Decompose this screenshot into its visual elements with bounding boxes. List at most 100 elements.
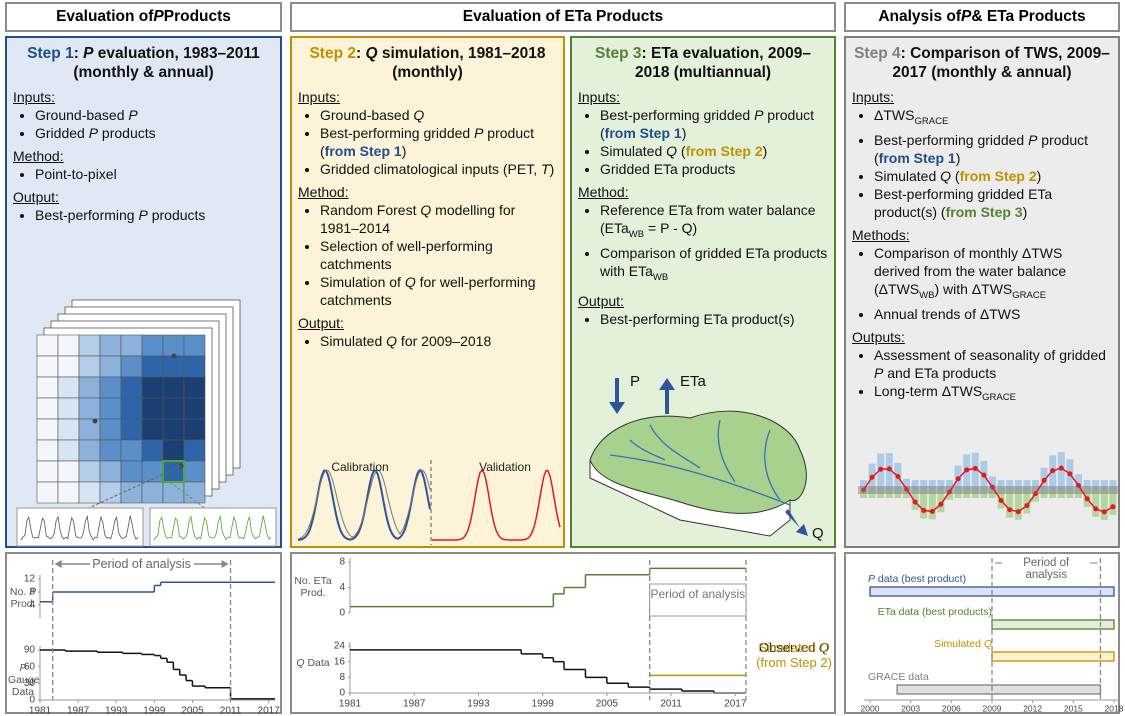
text-run: Q bbox=[819, 640, 830, 655]
chart-panel bbox=[290, 552, 836, 714]
tws-bar bbox=[989, 476, 996, 490]
text-run: Analysis of bbox=[878, 8, 962, 25]
text-run: Long-term ΔTWS bbox=[874, 382, 983, 399]
x-tick-label: 2011 bbox=[220, 706, 242, 716]
grid-cell bbox=[162, 376, 185, 399]
bullet-item: Simulated Q (from Step 2) bbox=[600, 142, 828, 160]
text-run: product ( bbox=[600, 107, 815, 141]
text-run: (from Step 2) bbox=[756, 655, 832, 670]
tws-bar bbox=[937, 490, 945, 513]
text-run: Step 4 bbox=[854, 45, 901, 62]
period-label: Period of analysis bbox=[89, 557, 194, 571]
grid-cell bbox=[141, 397, 164, 420]
step-text: Step 4: Comparison of TWS, 2009–2017 (mo… bbox=[852, 44, 1112, 406]
text-run: and ETa products bbox=[883, 364, 997, 381]
grid-cell bbox=[57, 397, 80, 420]
tws-bar bbox=[920, 490, 928, 519]
text-run: modelling for 1981–2014 bbox=[320, 202, 516, 236]
text-run: Random Forest bbox=[320, 202, 421, 218]
text-run: Q bbox=[413, 107, 425, 123]
arrow-eta bbox=[659, 378, 675, 414]
grid-cell bbox=[36, 460, 59, 483]
grid-cell bbox=[162, 481, 185, 504]
tws-bar bbox=[997, 480, 1005, 490]
hydrograph-line bbox=[153, 514, 272, 541]
bullet-item: Best-performing ETa product(s) bbox=[600, 310, 828, 328]
step-title: Step 2: Q simulation, 1981–2018 (monthly… bbox=[298, 44, 557, 82]
text-run: for 2009–2018 bbox=[397, 333, 492, 349]
period-bar bbox=[896, 684, 1102, 695]
text-run: Reference ETa from water balance (ETa bbox=[600, 202, 816, 236]
grid-cell bbox=[120, 460, 143, 483]
hydrograph-box bbox=[16, 507, 144, 547]
grid-cell bbox=[78, 481, 101, 504]
grid-cell bbox=[183, 334, 206, 357]
bullet-item: Comparison of monthly ΔTWS derived from … bbox=[874, 244, 1112, 305]
y-tick-label: 8 bbox=[339, 672, 345, 683]
section-head: Method: bbox=[298, 184, 349, 200]
text-run: : bbox=[73, 45, 84, 62]
grid-cell bbox=[141, 481, 164, 504]
bar-label: GRACE data bbox=[868, 671, 929, 683]
text-run: ) with ΔTWS bbox=[934, 280, 1013, 297]
bullet-item: Best-performing gridded P product (from … bbox=[874, 131, 1112, 167]
text-run: Q bbox=[404, 274, 416, 290]
text-run: Prod. bbox=[10, 597, 36, 610]
text-run: from Step 2 bbox=[959, 167, 1037, 184]
text-run: ETa data (best products) bbox=[877, 606, 992, 618]
x-tick-label: 1981 bbox=[29, 706, 52, 716]
period-bar bbox=[991, 619, 1115, 630]
x-tick-label: 2005 bbox=[181, 706, 204, 716]
text-run: Q bbox=[420, 202, 432, 218]
bullet-item: Best-performing P products bbox=[35, 206, 274, 224]
grid-cell bbox=[57, 460, 80, 483]
grid-cell bbox=[183, 355, 206, 378]
grid-cell bbox=[141, 439, 164, 462]
step-title: Step 3: ETa evaluation, 2009–2018 (multi… bbox=[578, 44, 828, 82]
bar-label: ETa data (best products) bbox=[878, 606, 992, 618]
y-axis-label: Q Data bbox=[294, 657, 332, 669]
bullet-list: Random Forest Q modelling for 1981–2014S… bbox=[298, 201, 557, 309]
text-run: : Comparison of TWS, 2009–2017 (monthly … bbox=[892, 45, 1110, 81]
river bbox=[649, 424, 701, 469]
x-tick-label: 2005 bbox=[596, 699, 619, 710]
text-run: Assessment of seasonality of gridded bbox=[874, 346, 1106, 363]
x-tick-label: 2000 bbox=[861, 703, 880, 713]
text-run: GRACE bbox=[982, 391, 1016, 403]
hydrograph-line bbox=[20, 514, 139, 541]
tws-bar bbox=[928, 490, 936, 520]
grid-cell bbox=[36, 397, 59, 420]
grid-cell bbox=[183, 418, 206, 441]
period-label: Period of analysis bbox=[1002, 557, 1091, 581]
tws-bar bbox=[1023, 490, 1031, 514]
text-run: P bbox=[754, 107, 764, 123]
text-run: P bbox=[29, 585, 37, 598]
column-header: Analysis of P & ETa Products bbox=[844, 2, 1120, 32]
text-run: Simulated bbox=[320, 333, 387, 349]
text-run: WB bbox=[628, 228, 645, 240]
grid-cell bbox=[57, 439, 80, 462]
y-axis-label: P Gauge Data bbox=[8, 662, 40, 698]
grid-cell bbox=[36, 355, 59, 378]
x-tick-label: 2015 bbox=[1064, 703, 1083, 713]
step-text: Step 1: P evaluation, 1983–2011 (monthly… bbox=[13, 44, 274, 224]
text-run: Q bbox=[365, 45, 378, 62]
grid-cell bbox=[141, 418, 164, 441]
tws-bar bbox=[946, 480, 953, 490]
period-bar bbox=[991, 651, 1115, 662]
text-run: ) bbox=[762, 143, 768, 159]
tws-bar bbox=[1032, 480, 1039, 490]
grid-cell bbox=[183, 397, 206, 420]
text-run: Best-performing ETa product(s) bbox=[600, 310, 795, 327]
bullet-list: Ground-based PGridded P products bbox=[13, 106, 274, 142]
text-run: Best-performing gridded bbox=[874, 131, 1029, 148]
text-run: Ground-based bbox=[35, 107, 129, 123]
text-run: P bbox=[474, 125, 484, 141]
y-axis-label: No. ETa Prod. bbox=[294, 575, 332, 599]
x-tick-label: 1993 bbox=[467, 699, 490, 710]
text-run: Point-to-pixel bbox=[35, 166, 117, 182]
grid-cell bbox=[78, 376, 101, 399]
tws-bar bbox=[1006, 490, 1014, 518]
bullet-item: Gridded ETa products bbox=[600, 160, 828, 178]
section-head: Outputs: bbox=[852, 328, 905, 345]
